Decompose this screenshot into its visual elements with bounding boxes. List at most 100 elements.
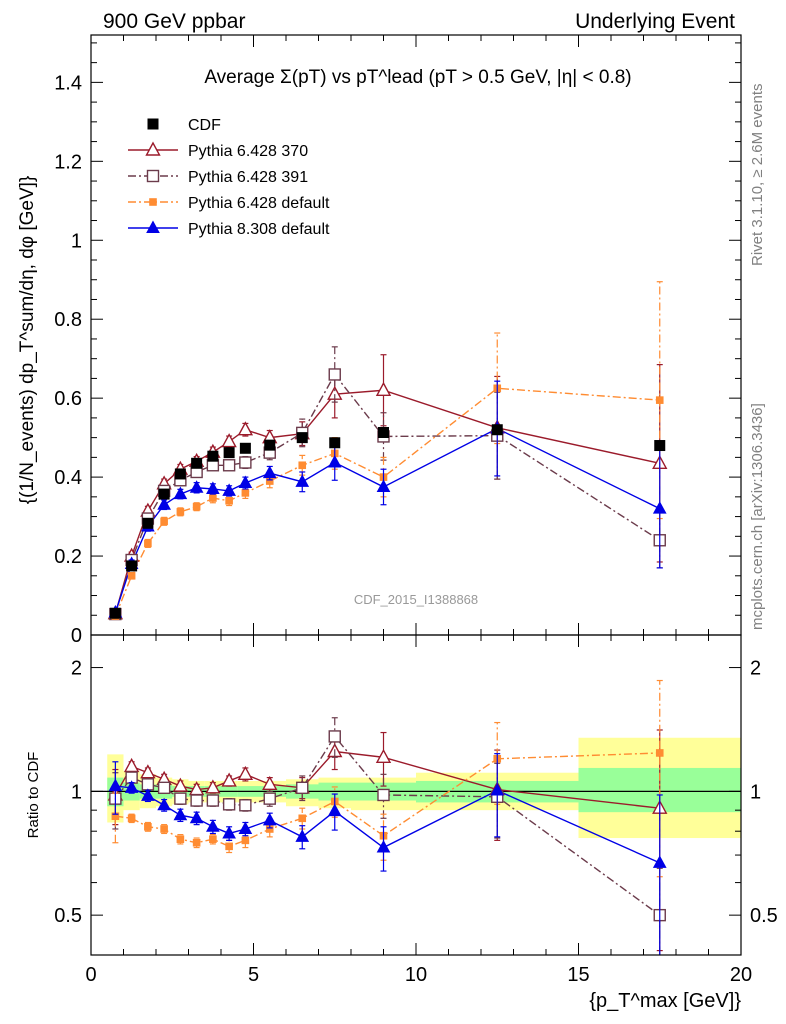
y-tick-label-right: 0.5 (750, 905, 778, 927)
data-point (239, 456, 252, 469)
cdf-point (223, 447, 235, 459)
data-point (157, 497, 171, 510)
ratio-point (160, 825, 168, 833)
ratio-point (144, 822, 152, 831)
data-point (295, 474, 310, 487)
ratio-point (222, 798, 236, 811)
legend-label: Pythia 6.428 default (188, 195, 330, 212)
ratio-point (375, 748, 392, 764)
ratio-point (262, 775, 278, 791)
ratio-point (490, 782, 505, 796)
ratio-line (115, 752, 660, 848)
ratio-point (174, 792, 187, 805)
cdf-point (264, 439, 276, 451)
data-point (375, 381, 392, 396)
ratio-point (221, 772, 237, 787)
ratio-point (222, 825, 236, 839)
cdf-point (654, 440, 666, 452)
ratio-point (262, 812, 277, 826)
data-point (222, 483, 236, 496)
side-text-bottom: mcplots.cern.ch [arXiv:1306.3436] (749, 403, 766, 630)
cdf-point (378, 427, 389, 438)
series-line (114, 389, 660, 614)
data-point (652, 501, 667, 514)
x-axis-label: {p_T^max [GeV]} (589, 990, 741, 1012)
x-tick-label: 10 (405, 964, 427, 986)
y-tick-label-right: 2 (750, 658, 761, 680)
ratio-y-axis-label: Ratio to CDF (25, 752, 42, 839)
ratio-point (652, 855, 667, 868)
ratio-point (237, 765, 254, 781)
data-point (127, 571, 136, 580)
ratio-point (127, 814, 136, 823)
watermark: CDF_2015_I1388868 (354, 592, 478, 607)
data-point (160, 517, 168, 526)
ratio-point (141, 778, 155, 791)
data-point (206, 481, 220, 494)
ratio-point (140, 764, 156, 779)
cdf-point (207, 450, 219, 462)
y-tick-label: 0.5 (54, 905, 82, 927)
data-point (238, 475, 253, 489)
y-tick-label: 0.8 (54, 309, 82, 331)
data-point (189, 480, 204, 493)
cdf-point (109, 607, 121, 619)
y-tick-label: 2 (71, 658, 82, 680)
data-point (241, 489, 250, 497)
y-tick-label: 1.4 (54, 72, 82, 94)
ratio-point (190, 794, 203, 807)
ratio-point (209, 835, 217, 843)
y-tick-label-right: 1 (750, 781, 761, 803)
data-point (176, 508, 185, 516)
data-point (376, 479, 391, 492)
ratio-point (265, 825, 274, 833)
legend-label: Pythia 6.428 391 (188, 169, 308, 186)
cdf-point (296, 432, 308, 444)
ratio-point (238, 821, 253, 834)
ratio-point (263, 792, 276, 805)
ratio-point (376, 840, 391, 853)
y-tick-label: 1.2 (54, 151, 82, 173)
y-tick-label: 1 (71, 781, 82, 803)
ratio-point (157, 797, 171, 811)
cdf-point (174, 468, 186, 480)
legend-marker (145, 141, 161, 156)
data-point (328, 368, 341, 381)
legend-label: Pythia 8.308 default (188, 221, 330, 238)
y-axis-label: {(1/N_events) dp_T^sum/dη, dφ [GeV]} (17, 176, 38, 505)
x-tick-label: 20 (730, 964, 752, 986)
legend-marker (149, 198, 157, 206)
y-tick-label: 0 (71, 625, 82, 647)
ratio-point (327, 803, 342, 817)
legend-marker (147, 118, 159, 130)
ratio-point (225, 842, 233, 851)
data-point (265, 477, 274, 485)
cdf-point (491, 424, 503, 436)
data-point (173, 486, 188, 500)
data-point (262, 465, 277, 479)
x-tick-label: 5 (248, 964, 259, 986)
data-point (225, 496, 233, 505)
header-right: Underlying Event (575, 10, 735, 33)
legend-marker (146, 220, 160, 233)
data-point (209, 494, 217, 502)
ratio-point (206, 819, 220, 832)
ratio-point (123, 757, 140, 773)
ratio-point (176, 835, 185, 843)
ratio-point (241, 836, 250, 845)
main-plot: 0 0.2 0.4 0.6 0.8 1 1.2 1.4 Average Σ(pT) vs pT^… (17, 34, 742, 647)
ratio-point (189, 810, 204, 824)
data-point (298, 461, 307, 470)
ratio-point (298, 814, 307, 823)
ratio-point (295, 829, 310, 842)
series-line (114, 373, 661, 615)
data-point (221, 433, 237, 448)
data-point (192, 502, 201, 511)
ratio-point (173, 807, 188, 821)
cdf-point (329, 437, 341, 449)
side-text-top: Rivet 3.1.10, ≥ 2.6M events (749, 84, 766, 267)
x-tick-label: 15 (567, 964, 589, 986)
data-point (237, 421, 254, 436)
ratio-point (172, 777, 189, 792)
